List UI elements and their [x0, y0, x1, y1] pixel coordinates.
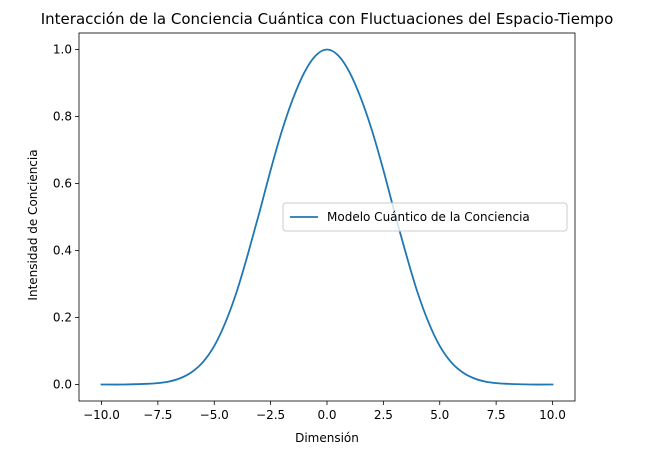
legend: Modelo Cuántico de la Conciencia — [282, 202, 568, 232]
x-tick-label: −10.0 — [83, 408, 120, 422]
x-tick-label: −5.0 — [200, 408, 229, 422]
x-axis-ticks: −10.0 −7.5 −5.0 −2.5 0.0 2.5 5.0 7.5 10.0 — [83, 401, 566, 422]
x-tick-label: −7.5 — [143, 408, 172, 422]
x-tick-label: 10.0 — [539, 408, 566, 422]
y-tick-label: 0.2 — [53, 311, 72, 325]
series-layer — [100, 48, 554, 386]
y-tick-label: 0.4 — [53, 244, 72, 258]
y-tick-label: 0.8 — [53, 110, 72, 124]
y-tick-label: 1.0 — [53, 43, 72, 57]
legend-label: Modelo Cuántico de la Conciencia — [327, 210, 530, 224]
legend-box — [282, 202, 568, 232]
y-axis-ticks: 0.0 0.2 0.4 0.6 0.8 1.0 — [53, 43, 79, 392]
y-axis-label: Intensidad de Conciencia — [26, 149, 40, 300]
series-line-0 — [100, 48, 554, 386]
x-tick-label: −2.5 — [256, 408, 285, 422]
x-tick-label: 2.5 — [374, 408, 393, 422]
x-axis-label: Dimensión — [295, 431, 359, 445]
y-tick-label: 0.6 — [53, 177, 72, 191]
x-tick-label: 5.0 — [430, 408, 449, 422]
y-tick-label: 0.0 — [53, 378, 72, 392]
x-tick-label: 7.5 — [487, 408, 506, 422]
chart-title: Interacción de la Conciencia Cuántica co… — [41, 10, 614, 28]
x-tick-label: 0.0 — [317, 408, 336, 422]
